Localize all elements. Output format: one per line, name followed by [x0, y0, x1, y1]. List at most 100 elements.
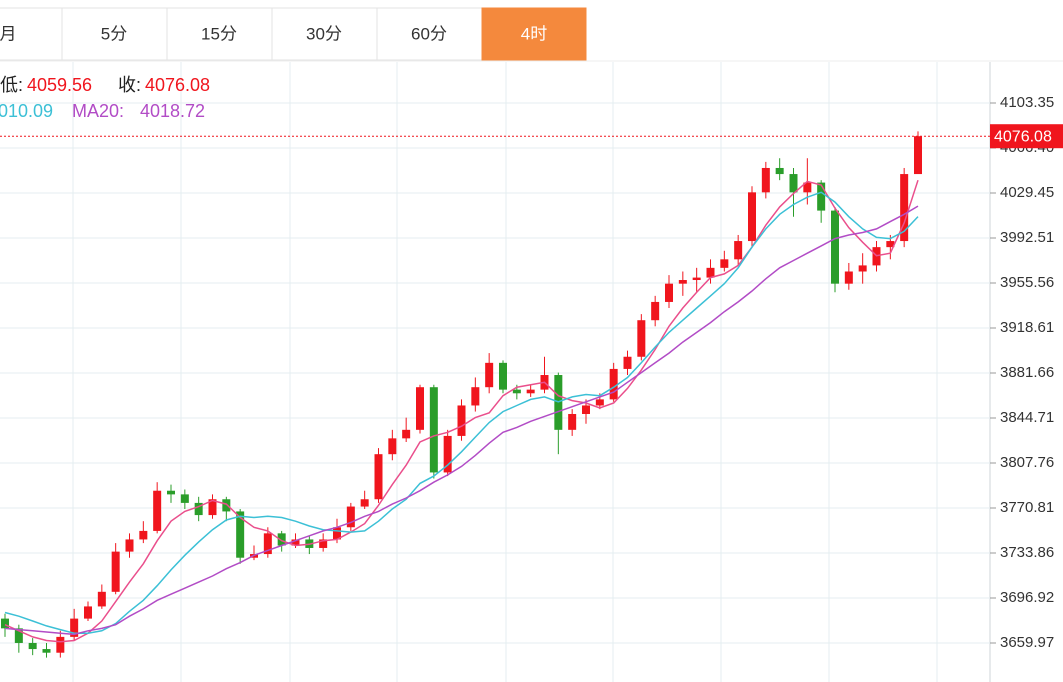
- candle-body: [471, 387, 480, 406]
- candle-body: [775, 167, 784, 175]
- ma20-value: 4018.72: [140, 101, 205, 121]
- candle-body: [236, 511, 245, 558]
- ma10-value: 010.09: [0, 101, 53, 121]
- candle-body: [609, 368, 618, 400]
- candle-body: [346, 506, 355, 528]
- candle-body: [429, 387, 438, 473]
- candle-body: [637, 320, 646, 357]
- y-tick-label: 3844.71: [1000, 409, 1054, 426]
- candle-body: [388, 438, 397, 455]
- y-tick-label: 4103.35: [1000, 94, 1054, 111]
- candle-body: [900, 174, 909, 242]
- candle-body: [803, 182, 812, 193]
- candle-body: [402, 429, 411, 439]
- info-panel: 低: 4059.56 收: 4076.08 010.09 MA20: 4018.…: [0, 75, 210, 121]
- y-tick-label: 3733.86: [1000, 544, 1054, 561]
- y-tick-label: 3770.81: [1000, 499, 1054, 516]
- tab-bar: 月 5分 15分 30分 60分 4时: [0, 7, 1063, 62]
- candle-body: [844, 271, 853, 284]
- y-tick-label: 3696.92: [1000, 589, 1054, 606]
- close-label: 收:: [118, 75, 141, 95]
- candle-body: [443, 435, 452, 473]
- candle-body: [512, 389, 521, 394]
- tab-label[interactable]: 5分: [101, 24, 127, 43]
- candle-body: [167, 490, 175, 495]
- candle-body: [1, 618, 9, 629]
- y-tick-label: 3659.97: [1000, 634, 1054, 651]
- candle-body: [914, 136, 922, 175]
- candle-body: [526, 389, 535, 394]
- last-price-label: 4076.08: [994, 128, 1052, 145]
- candle-body: [789, 174, 798, 193]
- candle-body: [761, 167, 770, 193]
- tab-label[interactable]: 月: [0, 24, 17, 43]
- ma-line: [4, 205, 919, 636]
- candle-body: [858, 265, 867, 272]
- y-tick-label: 3881.66: [1000, 364, 1054, 381]
- y-tick-label: 3807.76: [1000, 454, 1054, 471]
- candle-body: [14, 628, 23, 643]
- candle-body: [291, 539, 300, 546]
- candle-body: [222, 499, 231, 512]
- candle-body: [125, 539, 134, 552]
- candle-body: [817, 182, 826, 211]
- tab-label[interactable]: 15分: [201, 24, 237, 43]
- candle-body: [734, 241, 743, 260]
- y-tick-label: 3992.51: [1000, 229, 1054, 246]
- candle-body: [748, 192, 756, 242]
- candle-body: [416, 387, 424, 430]
- candle-body: [457, 405, 466, 436]
- candle-body: [485, 362, 494, 388]
- candle-body: [678, 280, 687, 284]
- candle-body: [208, 499, 217, 516]
- candle-body: [499, 362, 507, 390]
- candle-body: [70, 618, 79, 637]
- candle-body: [56, 636, 65, 653]
- low-label: 低:: [0, 75, 23, 95]
- candle-body: [319, 539, 328, 548]
- candle-body: [153, 490, 162, 531]
- candle-body: [263, 533, 272, 555]
- y-tick-label: 3955.56: [1000, 274, 1054, 291]
- candle-body: [360, 499, 369, 507]
- tab-label[interactable]: 60分: [411, 24, 447, 43]
- y-tick-label: 4029.45: [1000, 184, 1054, 201]
- candle-body: [374, 454, 383, 500]
- candle-body: [665, 283, 673, 302]
- plot-area: 4103.354066.404029.453992.513955.563918.…: [0, 62, 1063, 682]
- ma20-label: MA20:: [72, 101, 124, 121]
- candle-body: [692, 277, 701, 281]
- ma-line: [4, 191, 919, 634]
- candle-body: [582, 405, 590, 414]
- tab-active[interactable]: [481, 7, 587, 61]
- y-tick-label: 3918.61: [1000, 319, 1054, 336]
- tab-label[interactable]: 30分: [306, 24, 342, 43]
- tab-label[interactable]: 4时: [521, 24, 547, 43]
- candle-body: [886, 241, 895, 248]
- candle-body: [568, 413, 577, 430]
- candle-body: [84, 606, 92, 619]
- low-value: 4059.56: [27, 75, 92, 95]
- close-value: 4076.08: [145, 75, 210, 95]
- tab[interactable]: [61, 7, 168, 61]
- candle-body: [831, 210, 839, 284]
- last-price-box: [990, 124, 1063, 149]
- candle-body: [111, 551, 120, 592]
- candle-body: [720, 259, 729, 268]
- candle-body: [28, 642, 37, 650]
- candle-body: [651, 301, 660, 321]
- candle-body: [194, 502, 203, 516]
- candle-body: [623, 356, 632, 369]
- candle-body: [180, 494, 189, 503]
- tab[interactable]: [376, 7, 483, 61]
- candle-body: [42, 649, 51, 653]
- candle-body: [333, 527, 341, 540]
- candle-body: [595, 399, 604, 406]
- candle-body: [277, 533, 286, 546]
- ma-line: [4, 179, 919, 643]
- candle-body: [139, 530, 148, 540]
- candle-body: [706, 267, 715, 278]
- candle-body: [97, 591, 106, 607]
